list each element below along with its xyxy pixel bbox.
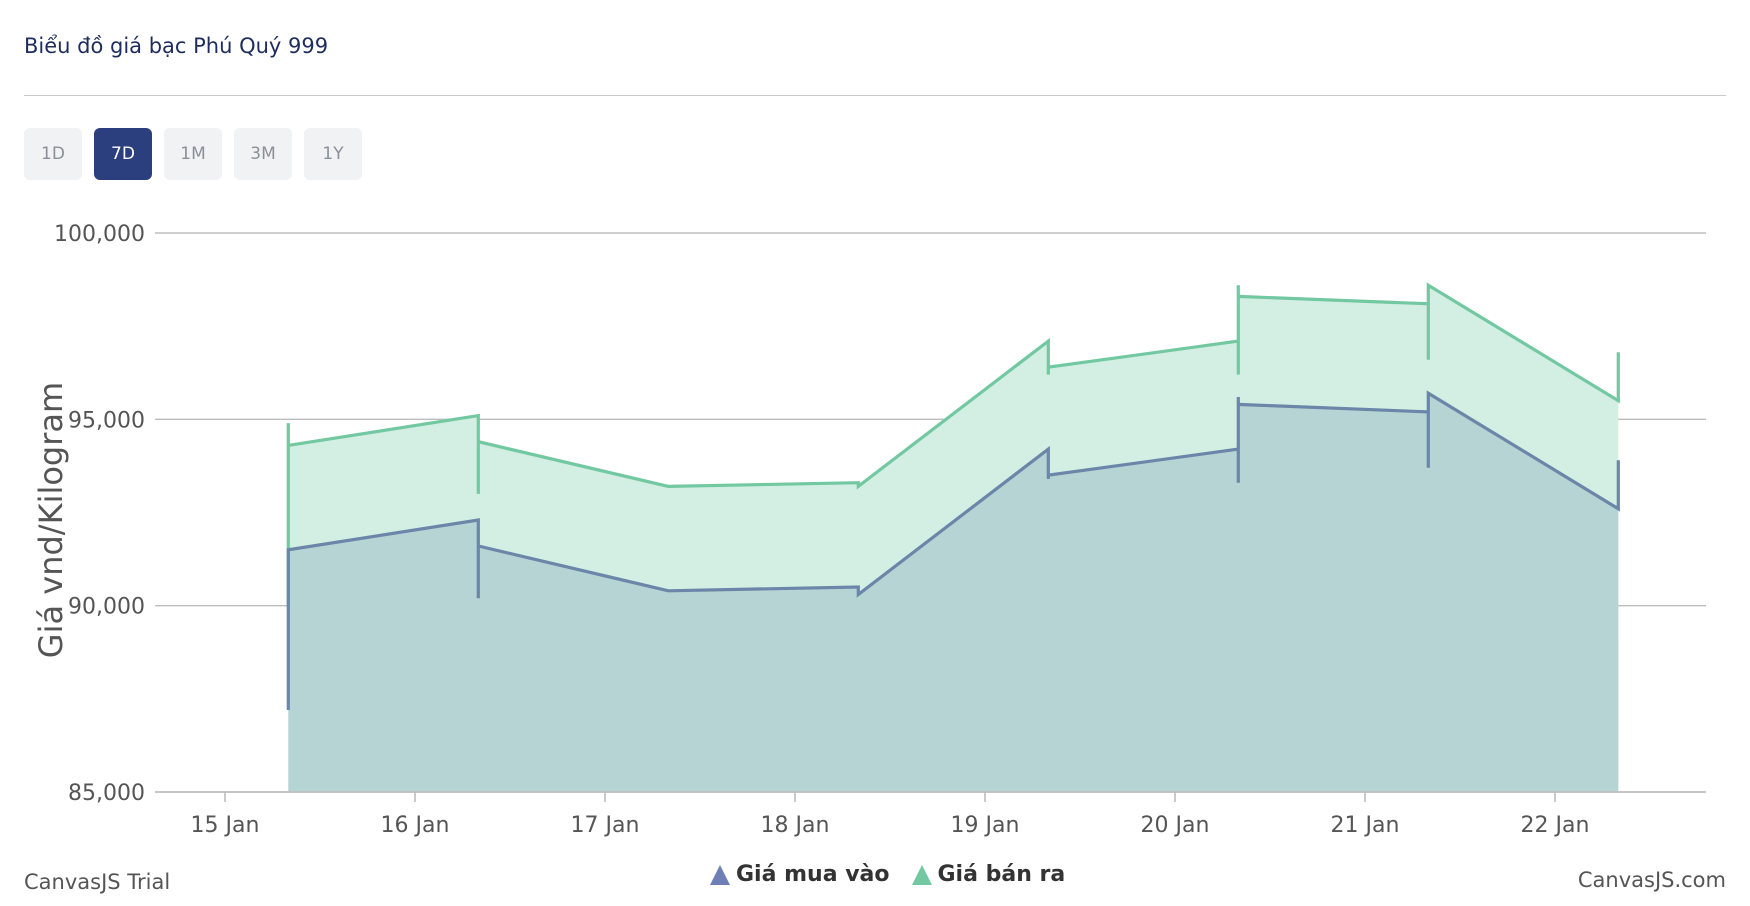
range-selector: 1D 7D 1M 3M 1Y bbox=[24, 128, 362, 180]
title-divider bbox=[24, 95, 1726, 96]
x-tick-label: 19 Jan bbox=[951, 813, 1020, 838]
y-tick-label: 90,000 bbox=[68, 595, 145, 620]
y-tick-label: 85,000 bbox=[68, 781, 145, 806]
range-button-1y[interactable]: 1Y bbox=[304, 128, 362, 180]
x-tick-label: 18 Jan bbox=[761, 813, 830, 838]
legend: Giá mua vào Giá bán ra bbox=[710, 862, 1065, 887]
triangle-icon bbox=[710, 864, 730, 885]
credit-canvasjs-trial: CanvasJS Trial bbox=[24, 870, 171, 894]
range-button-3m[interactable]: 3M bbox=[234, 128, 292, 180]
chart-title: Biểu đồ giá bạc Phú Quý 999 bbox=[24, 34, 329, 58]
x-tick-label: 17 Jan bbox=[571, 813, 640, 838]
legend-label-buy: Giá mua vào bbox=[736, 862, 890, 887]
credit-canvasjs-link[interactable]: CanvasJS.com bbox=[1577, 868, 1726, 892]
x-tick-label: 21 Jan bbox=[1331, 813, 1400, 838]
x-tick-label: 16 Jan bbox=[381, 813, 450, 838]
x-tick-label: 15 Jan bbox=[191, 813, 260, 838]
series-line-sell bbox=[286, 282, 1620, 606]
y-tick-label: 100,000 bbox=[54, 222, 145, 247]
legend-item-sell[interactable]: Giá bán ra bbox=[911, 862, 1066, 887]
y-tick-label: 95,000 bbox=[68, 408, 145, 433]
legend-label-sell: Giá bán ra bbox=[937, 862, 1066, 887]
range-button-1m[interactable]: 1M bbox=[164, 128, 222, 180]
legend-item-buy[interactable]: Giá mua vào bbox=[710, 862, 890, 887]
x-tick-label: 20 Jan bbox=[1141, 813, 1210, 838]
x-tick-label: 22 Jan bbox=[1521, 813, 1590, 838]
series-line-buy bbox=[286, 390, 1620, 710]
range-button-1d[interactable]: 1D bbox=[24, 128, 82, 180]
range-button-7d[interactable]: 7D bbox=[94, 128, 152, 180]
y-axis-title: Giá vnd/Kilogram bbox=[32, 382, 70, 658]
triangle-icon bbox=[911, 864, 932, 885]
area-fill-buy bbox=[288, 393, 1619, 792]
